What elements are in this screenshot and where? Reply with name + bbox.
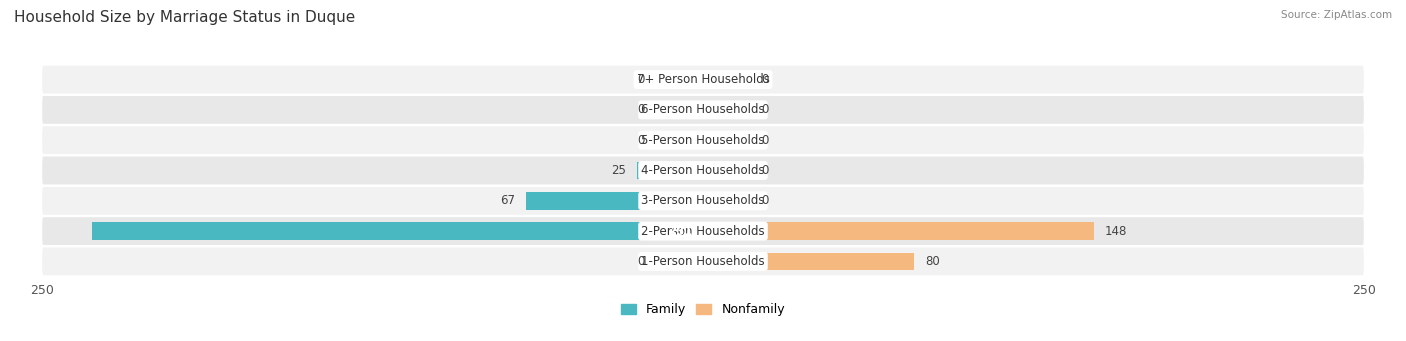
Text: Household Size by Marriage Status in Duque: Household Size by Marriage Status in Duq… (14, 10, 356, 25)
Bar (703, 222, 1094, 240)
Bar (703, 192, 751, 210)
Text: 231: 231 (668, 225, 692, 238)
Text: 0: 0 (637, 134, 645, 147)
Bar (703, 101, 751, 119)
Legend: Family, Nonfamily: Family, Nonfamily (616, 298, 790, 321)
Text: 80: 80 (925, 255, 939, 268)
FancyBboxPatch shape (42, 126, 1364, 154)
Bar (703, 131, 751, 149)
Text: 6-Person Households: 6-Person Households (641, 103, 765, 116)
Bar (655, 101, 703, 119)
Text: 2-Person Households: 2-Person Households (641, 225, 765, 238)
Text: Source: ZipAtlas.com: Source: ZipAtlas.com (1281, 10, 1392, 20)
Bar (637, 162, 703, 179)
Text: 0: 0 (761, 134, 769, 147)
Text: 4-Person Households: 4-Person Households (641, 164, 765, 177)
Text: 0: 0 (761, 164, 769, 177)
FancyBboxPatch shape (42, 187, 1364, 215)
Bar (655, 131, 703, 149)
FancyBboxPatch shape (42, 96, 1364, 124)
Text: 0: 0 (637, 73, 645, 86)
Text: 3-Person Households: 3-Person Households (641, 194, 765, 207)
FancyBboxPatch shape (42, 157, 1364, 184)
Bar (703, 71, 751, 88)
Text: 0: 0 (761, 73, 769, 86)
FancyBboxPatch shape (42, 217, 1364, 245)
Text: 0: 0 (761, 194, 769, 207)
Text: 7+ Person Households: 7+ Person Households (637, 73, 769, 86)
Bar (526, 192, 703, 210)
Bar (703, 162, 751, 179)
FancyBboxPatch shape (42, 248, 1364, 276)
Bar (703, 253, 914, 270)
FancyBboxPatch shape (42, 65, 1364, 93)
Text: 67: 67 (501, 194, 516, 207)
Text: 25: 25 (612, 164, 626, 177)
Text: 5-Person Households: 5-Person Households (641, 134, 765, 147)
Text: 1-Person Households: 1-Person Households (641, 255, 765, 268)
Bar (655, 71, 703, 88)
Text: 0: 0 (637, 103, 645, 116)
Text: 0: 0 (761, 103, 769, 116)
Bar (655, 253, 703, 270)
Text: 148: 148 (1105, 225, 1128, 238)
Bar (93, 222, 703, 240)
Text: 0: 0 (637, 255, 645, 268)
